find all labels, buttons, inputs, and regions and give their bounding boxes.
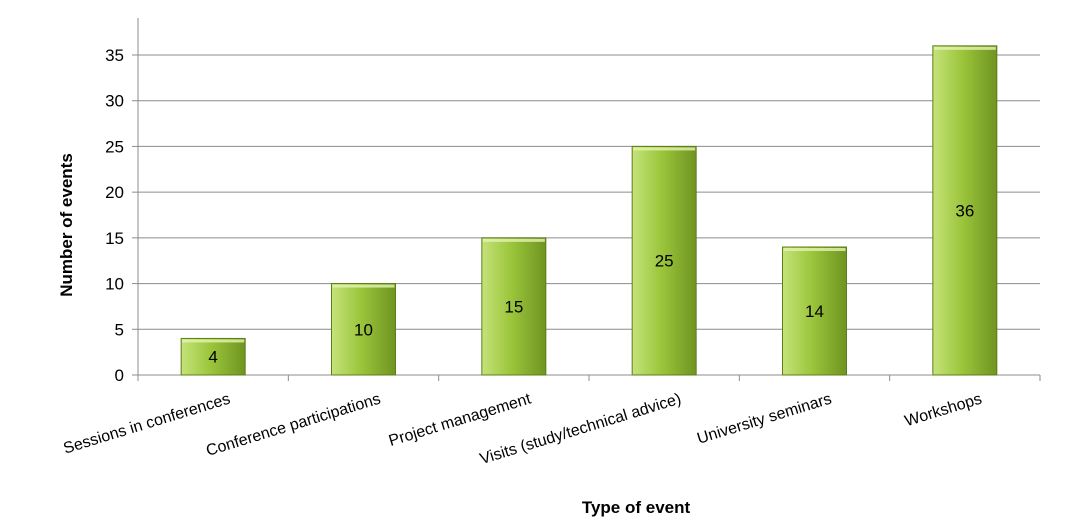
y-tick-label-35: 35 [105,46,124,65]
bar-bevel-4 [783,248,846,251]
category-label-1: Conference participations [204,391,382,460]
bar-bevel-0 [182,339,245,343]
y-tick-label-5: 5 [115,320,124,339]
data-label-5: 36 [955,201,974,220]
data-label-0: 4 [208,348,217,367]
x-axis-title: Type of event [582,498,691,517]
y-tick-label-20: 20 [105,183,124,202]
axes [132,18,1041,381]
bars [180,45,998,376]
bar-bevel-5 [933,46,996,50]
y-tick-label-0: 0 [115,366,124,385]
y-axis-title: Number of events [57,153,76,297]
data-label-2: 15 [504,297,523,316]
y-tick-label-30: 30 [105,92,124,111]
bar-5 [932,45,998,376]
category-label-4: University seminars [695,391,833,448]
y-tick-label-10: 10 [105,275,124,294]
bar-4 [782,246,847,376]
bar-bevel-1 [332,284,395,288]
bar-bevel-3 [633,147,696,151]
bar-1 [331,283,396,376]
data-label-1: 10 [354,320,373,339]
data-label-3: 25 [655,252,674,271]
bar-0 [180,337,246,376]
y-tick-label-15: 15 [105,229,124,248]
bar-3 [631,145,697,376]
bar-bevel-2 [482,238,545,242]
gridlines [138,54,1040,330]
bar-2 [481,237,547,376]
category-label-5: Workshops [903,391,984,431]
data-label-4: 14 [805,302,824,321]
y-tick-label-25: 25 [105,137,124,156]
